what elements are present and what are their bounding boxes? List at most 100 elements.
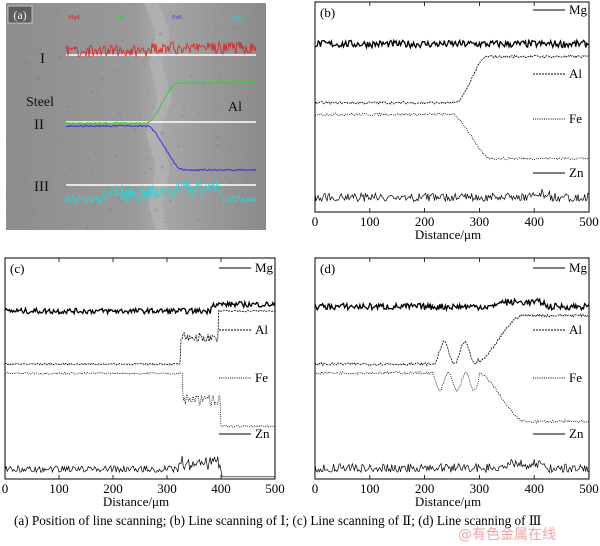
panel-label: (c)	[10, 261, 24, 276]
micrograph-grain	[58, 166, 60, 168]
micrograph-grain	[56, 8, 59, 11]
micrograph-grain	[70, 52, 73, 55]
micrograph-grain	[55, 7, 58, 10]
micrograph-grain	[139, 116, 142, 119]
series-label-zn: Zn	[255, 426, 270, 441]
micrograph-grain	[33, 21, 35, 23]
micrograph-grain	[171, 31, 173, 32]
micrograph-grain	[215, 136, 219, 139]
micrograph-grain	[234, 203, 238, 207]
micrograph-grain	[151, 106, 154, 109]
micrograph-grain	[253, 175, 256, 178]
x-tick-label: 500	[579, 481, 599, 496]
micrograph-grain	[244, 3, 246, 4]
mg-profile-trace	[65, 40, 257, 58]
micrograph-grain	[8, 227, 10, 230]
micrograph-grain	[139, 39, 141, 42]
micrograph-grain	[56, 139, 60, 142]
micrograph-grain	[24, 177, 27, 180]
series-line-zn	[314, 189, 590, 203]
micrograph-grain	[158, 32, 162, 36]
series-label-fe: Fe	[569, 111, 582, 126]
micrograph-grain	[230, 187, 232, 189]
micrograph-grain	[36, 49, 39, 52]
micrograph-grain	[118, 112, 122, 116]
micrograph-grain	[35, 77, 38, 80]
micrograph-grain	[154, 208, 158, 212]
micrograph-grain	[94, 152, 97, 156]
x-tick-label: 100	[360, 214, 380, 229]
micrograph-grain	[213, 25, 217, 29]
micrograph-grain	[126, 185, 129, 188]
line-scan-chart-d: (d) 0 100 200 300 400 500 Distance/μm Mg Al Fe Zn	[312, 257, 599, 509]
micrograph-grain	[194, 148, 196, 151]
micrograph-grain	[153, 39, 156, 41]
micrograph-grain	[90, 90, 94, 94]
micrograph-grain	[263, 19, 266, 21]
micrograph-grain	[71, 141, 74, 144]
figure-caption: (a) Position of line scanning; (b) Line …	[14, 513, 542, 528]
series-line-zn	[314, 458, 590, 474]
micrograph-grain	[65, 207, 68, 210]
micrograph-grain	[214, 41, 216, 43]
micrograph-grain	[90, 172, 93, 175]
micrograph-grain	[91, 36, 94, 39]
micrograph-grain	[189, 161, 191, 162]
micrograph-grain	[133, 130, 136, 134]
micrograph-grain	[140, 129, 143, 132]
micrograph-grain	[108, 97, 110, 98]
micrograph-grain	[62, 49, 65, 52]
micrograph-grain	[15, 33, 17, 35]
micrograph-grain	[87, 106, 90, 108]
micrograph-grain	[241, 175, 243, 177]
micrograph-grain	[184, 205, 186, 207]
micrograph-grain	[18, 176, 21, 179]
micrograph-grain	[6, 142, 8, 144]
x-tick-label: 100	[49, 481, 69, 496]
micrograph-grain	[45, 14, 48, 17]
micrograph-grain	[173, 128, 176, 131]
micrograph-grain	[162, 217, 164, 219]
micrograph-grain	[110, 181, 113, 184]
micrograph-grain	[49, 173, 53, 176]
micrograph-grain	[101, 77, 105, 81]
x-tick-label: 500	[265, 481, 285, 496]
micrograph-grain	[135, 188, 138, 191]
micrograph-grain	[108, 55, 111, 58]
series-label-al: Al	[569, 322, 582, 337]
series-label-zn: Zn	[569, 426, 584, 441]
micrograph-grain	[34, 211, 36, 213]
plot-frame	[314, 257, 590, 480]
series-line-al	[4, 309, 276, 366]
micrograph-grain	[108, 6, 111, 10]
micrograph-grain	[217, 57, 220, 59]
line-scan-chart-b: (b) 0 100 200 300 400 500 Distance/μm Mg Al Fe Zn	[312, 1, 599, 242]
x-tick-label: 0	[2, 481, 9, 496]
micrograph-grain	[110, 106, 112, 108]
series-line-zn	[4, 455, 275, 478]
micrograph-grain	[201, 84, 205, 87]
series-label-mg: Mg	[569, 260, 588, 275]
micrograph-grain	[215, 144, 219, 147]
micrograph-grain	[168, 199, 172, 203]
x-axis-label: Distance/μm	[415, 494, 481, 509]
micrograph-grain	[232, 148, 235, 151]
series-line-al	[314, 54, 590, 105]
line-scan-chart-c: (c) 0 100 200 300 400 500 Distance/μm Mg Al Fe Zn	[2, 257, 285, 509]
micrograph-grain	[37, 17, 39, 19]
micrograph-grain	[6, 191, 8, 195]
micrograph-grain	[149, 167, 153, 170]
micrograph-grain	[93, 202, 97, 205]
x-tick-label: 300	[157, 481, 177, 496]
micrograph-grain	[255, 163, 258, 166]
x-tick-label: 200	[103, 481, 123, 496]
micrograph-grain	[67, 202, 69, 204]
series-label-al: Al	[569, 66, 582, 81]
micrograph-grain	[229, 146, 232, 149]
micrograph-grain	[192, 37, 194, 39]
micrograph-grain	[160, 165, 164, 169]
micrograph-grain	[70, 135, 73, 137]
x-tick-label: 300	[470, 481, 490, 496]
x-tick-label: 100	[360, 481, 380, 496]
micrograph-grain	[16, 176, 19, 179]
